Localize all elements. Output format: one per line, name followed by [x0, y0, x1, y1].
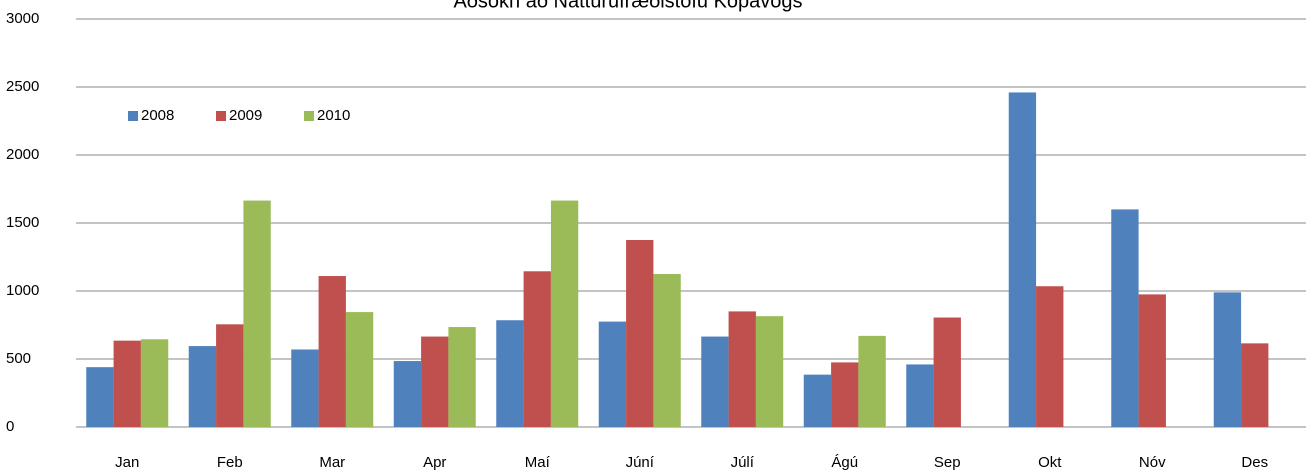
- bar: [653, 274, 681, 427]
- bar: [86, 367, 114, 427]
- bar: [550, 200, 579, 427]
- bar: [831, 362, 859, 427]
- bar: [701, 336, 729, 427]
- x-tick-label: Nóv: [1139, 454, 1166, 471]
- x-tick-label: Sep: [934, 454, 961, 471]
- bar: [345, 312, 374, 427]
- bar: [140, 339, 169, 427]
- legend-swatch: [216, 111, 226, 121]
- y-tick-label: 500: [6, 350, 31, 367]
- bar: [448, 327, 476, 427]
- bar: [1138, 294, 1166, 427]
- bar: [933, 317, 961, 427]
- y-tick-label: 1000: [6, 282, 39, 299]
- bar: [755, 316, 784, 427]
- chart-title: Aðsókn að Náttúrufræðistofu Kópavogs: [453, 0, 802, 12]
- bar: [1111, 209, 1139, 427]
- x-tick-label: Feb: [217, 454, 243, 471]
- bar: [906, 364, 934, 427]
- bar: [1008, 92, 1037, 427]
- bar: [216, 324, 244, 427]
- bar: [626, 240, 654, 427]
- x-tick-label: Apr: [423, 454, 446, 471]
- bar: [188, 346, 217, 427]
- bar: [243, 200, 271, 427]
- x-tick-label: Júlí: [731, 454, 755, 471]
- bar: [858, 335, 886, 427]
- bar: [113, 340, 141, 427]
- bar: [393, 361, 422, 427]
- y-tick-label: 3000: [6, 10, 39, 27]
- y-tick-label: 0: [6, 418, 14, 435]
- x-tick-label: Des: [1241, 454, 1268, 471]
- x-tick-label: Maí: [525, 454, 551, 471]
- bar: [291, 349, 319, 427]
- x-tick-label: Okt: [1038, 454, 1062, 471]
- legend-swatch: [304, 111, 314, 121]
- x-tick-label: Mar: [319, 454, 345, 471]
- bar: [598, 321, 627, 427]
- legend-label: 2010: [317, 107, 350, 124]
- y-tick-label: 1500: [6, 214, 39, 231]
- y-tick-label: 2000: [6, 146, 39, 163]
- x-tick-label: Ágú: [831, 454, 858, 471]
- y-tick-label: 2500: [6, 78, 39, 95]
- legend-label: 2008: [141, 107, 174, 124]
- bar: [803, 374, 832, 427]
- x-tick-label: Jan: [115, 454, 139, 471]
- x-tick-label: Júní: [626, 454, 655, 471]
- bar: [728, 311, 756, 427]
- bar: [523, 271, 551, 427]
- bar: [1036, 286, 1064, 427]
- bar: [496, 320, 524, 427]
- legend-swatch: [128, 111, 138, 121]
- bar: [1213, 292, 1242, 427]
- legend-label: 2009: [229, 107, 262, 124]
- bar: [1241, 343, 1269, 427]
- bar: [318, 276, 346, 427]
- bar: [421, 336, 449, 427]
